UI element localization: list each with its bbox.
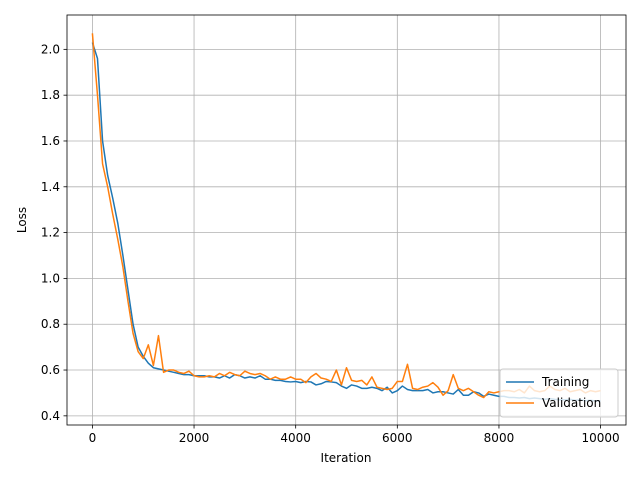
y-tick-label: 2.0 xyxy=(41,42,60,56)
x-tick-label: 10000 xyxy=(581,431,619,445)
legend-label: Training xyxy=(541,375,589,389)
x-axis-label: Iteration xyxy=(321,451,372,465)
legend-label: Validation xyxy=(542,396,601,410)
y-tick-label: 1.8 xyxy=(41,88,60,102)
legend-box xyxy=(499,368,619,418)
y-tick-label: 0.6 xyxy=(41,363,60,377)
y-tick-label: 1.2 xyxy=(41,226,60,240)
x-tick-label: 8000 xyxy=(484,431,515,445)
y-axis-label: Loss xyxy=(15,207,29,233)
y-tick-label: 1.6 xyxy=(41,134,60,148)
y-tick-label: 1.4 xyxy=(41,180,60,194)
plot-frame xyxy=(66,14,627,426)
x-tick-label: 2000 xyxy=(179,431,210,445)
y-tick-label: 1.0 xyxy=(41,271,60,285)
y-tick-label: 0.4 xyxy=(41,409,60,423)
y-tick-label: 0.8 xyxy=(41,317,60,331)
x-tick-label: 6000 xyxy=(382,431,413,445)
x-tick-label: 4000 xyxy=(280,431,311,445)
x-tick-label: 0 xyxy=(89,431,97,445)
